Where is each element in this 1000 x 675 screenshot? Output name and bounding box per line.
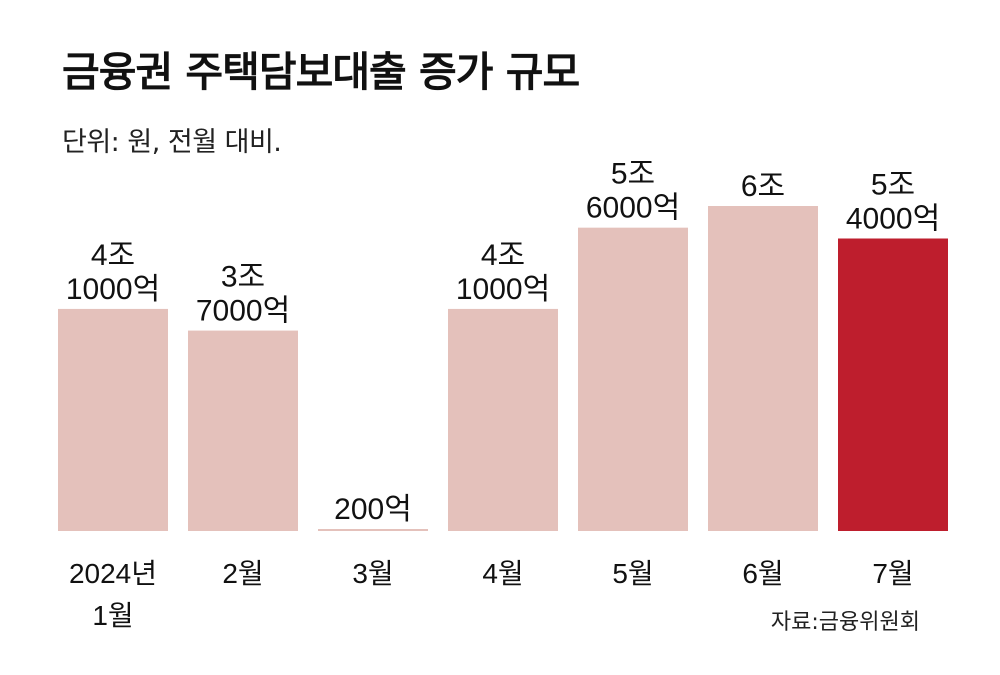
- value-label-2-2: 7000억: [196, 295, 290, 328]
- bar-5: [578, 227, 688, 531]
- value-label-5-1: 5조: [611, 158, 655, 191]
- value-label-2-1: 3조: [221, 261, 265, 294]
- chart-title: 금융권 주택담보대출 증가 규모: [62, 48, 580, 96]
- value-label-1-1: 4조: [91, 239, 135, 272]
- value-label-7-2: 4000억: [846, 203, 940, 236]
- value-label-6-1: 6조: [741, 170, 785, 203]
- bar-7: [838, 238, 948, 531]
- bar-6: [708, 206, 818, 531]
- value-label-7-1: 5조: [871, 169, 915, 202]
- value-label-1-2: 1000억: [66, 273, 160, 306]
- bar-3: [318, 529, 428, 531]
- category-label-1-2: 1월: [92, 600, 133, 631]
- chart-subtitle: 단위: 원, 전월 대비.: [62, 127, 282, 158]
- category-label-3: 3월: [352, 558, 393, 589]
- category-label-5: 5월: [612, 558, 653, 589]
- bar-1: [58, 308, 168, 531]
- category-label-1-1: 2024년: [69, 558, 157, 589]
- value-label-5-2: 6000억: [586, 192, 680, 225]
- category-label-4: 4월: [482, 558, 523, 589]
- bar-4: [448, 308, 558, 531]
- category-label-7: 7월: [872, 558, 913, 589]
- bar-2: [188, 330, 298, 531]
- category-label-2: 2월: [222, 558, 263, 589]
- value-label-3-1: 200억: [334, 493, 412, 526]
- value-label-4-1: 4조: [481, 239, 525, 272]
- category-label-6: 6월: [742, 558, 783, 589]
- source-note: 자료:금융위원회: [770, 610, 920, 635]
- value-label-4-2: 1000억: [456, 273, 550, 306]
